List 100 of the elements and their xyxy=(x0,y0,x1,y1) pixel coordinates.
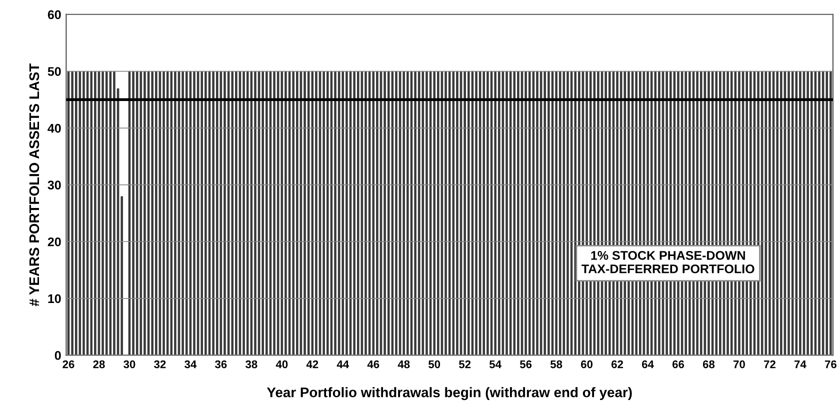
bar xyxy=(356,71,360,356)
bar xyxy=(818,71,820,356)
bar xyxy=(170,71,173,356)
bar xyxy=(402,71,405,356)
bar xyxy=(292,71,294,356)
x-tick-label: 56 xyxy=(520,360,532,368)
x-tick-label: 68 xyxy=(702,360,715,368)
bar xyxy=(82,71,85,356)
bar xyxy=(426,71,428,356)
bar xyxy=(513,71,516,356)
bar xyxy=(346,71,348,356)
bar xyxy=(90,71,92,356)
bar xyxy=(266,71,268,356)
bar xyxy=(376,71,378,356)
bar xyxy=(311,71,314,356)
bar xyxy=(262,71,264,356)
bar xyxy=(315,71,318,356)
bar xyxy=(406,71,409,356)
x-tick-label: 32 xyxy=(154,360,166,368)
bar xyxy=(342,71,344,356)
bar xyxy=(437,71,440,356)
bar xyxy=(151,71,154,356)
bar xyxy=(468,71,470,356)
bar xyxy=(566,71,569,356)
x-tick-label: 74 xyxy=(794,360,806,368)
bar xyxy=(102,71,104,356)
bar xyxy=(193,71,196,356)
bar xyxy=(326,71,329,356)
bar xyxy=(482,71,486,356)
bar xyxy=(387,71,390,356)
bar xyxy=(216,71,218,356)
y-tick-label: 10 xyxy=(48,294,61,304)
bar xyxy=(395,71,398,356)
bar xyxy=(517,71,520,356)
x-tick-label: 26 xyxy=(62,360,74,368)
bar xyxy=(212,71,214,356)
bar xyxy=(372,71,375,356)
x-tick-label: 48 xyxy=(398,360,410,368)
bar xyxy=(155,71,158,356)
bar xyxy=(384,71,386,356)
bar xyxy=(475,71,478,356)
x-tick-label: 36 xyxy=(215,360,227,368)
x-tick-label: 76 xyxy=(824,360,836,368)
bar xyxy=(414,71,416,356)
y-axis-title: # YEARS PORTFOLIO ASSETS LAST xyxy=(29,63,40,306)
x-tick-label: 30 xyxy=(124,360,136,368)
bar xyxy=(456,71,458,356)
x-tick-label: 60 xyxy=(581,360,593,368)
x-tick-label: 72 xyxy=(764,360,776,368)
y-tick-label: 50 xyxy=(48,67,61,76)
x-tick-label: 64 xyxy=(642,360,654,368)
x-tick-label: 58 xyxy=(550,360,562,368)
x-axis-title: Year Portfolio withdrawals begin (withdraw end of year) xyxy=(266,387,632,400)
bar xyxy=(528,71,531,356)
bar xyxy=(364,71,367,356)
bar xyxy=(204,71,207,356)
x-tick-label: 54 xyxy=(489,360,502,368)
bar xyxy=(254,71,256,356)
x-tick-label: 46 xyxy=(367,360,380,368)
bar xyxy=(71,71,74,356)
bar xyxy=(224,71,226,356)
y-tick-label: 0 xyxy=(54,351,61,360)
bar xyxy=(806,71,809,356)
x-tick-label: 40 xyxy=(276,360,288,368)
bar xyxy=(304,71,306,356)
bar xyxy=(444,71,447,356)
bar xyxy=(185,71,188,356)
bar xyxy=(799,71,802,356)
y-tick-label: 40 xyxy=(48,124,61,133)
bar xyxy=(574,71,576,356)
bar xyxy=(810,71,813,356)
bar xyxy=(162,71,165,356)
bar xyxy=(200,71,204,356)
bar xyxy=(74,71,78,356)
bar xyxy=(242,71,245,356)
bar xyxy=(231,71,234,356)
bar xyxy=(113,71,116,356)
bar xyxy=(555,71,558,356)
bar xyxy=(498,71,500,356)
bar xyxy=(826,71,828,356)
x-tick-label: 28 xyxy=(93,360,105,368)
bar xyxy=(132,71,134,356)
bar xyxy=(174,71,176,356)
bar xyxy=(433,71,436,356)
bar xyxy=(94,71,96,356)
bar xyxy=(788,71,790,356)
x-tick-label: 50 xyxy=(428,360,440,368)
x-tick-label: 70 xyxy=(734,360,745,368)
bar xyxy=(322,71,325,356)
y-tick-label: 60 xyxy=(48,10,61,20)
bar xyxy=(536,71,538,356)
x-tick-label: 44 xyxy=(336,360,349,368)
x-tick-label: 62 xyxy=(612,360,624,368)
y-tick-label: 20 xyxy=(48,237,61,246)
y-tick-label: 30 xyxy=(48,180,61,190)
bar xyxy=(795,71,798,356)
bar xyxy=(144,71,146,356)
bar xyxy=(506,71,508,356)
x-tick-label: 66 xyxy=(672,360,684,368)
bar xyxy=(494,71,496,356)
